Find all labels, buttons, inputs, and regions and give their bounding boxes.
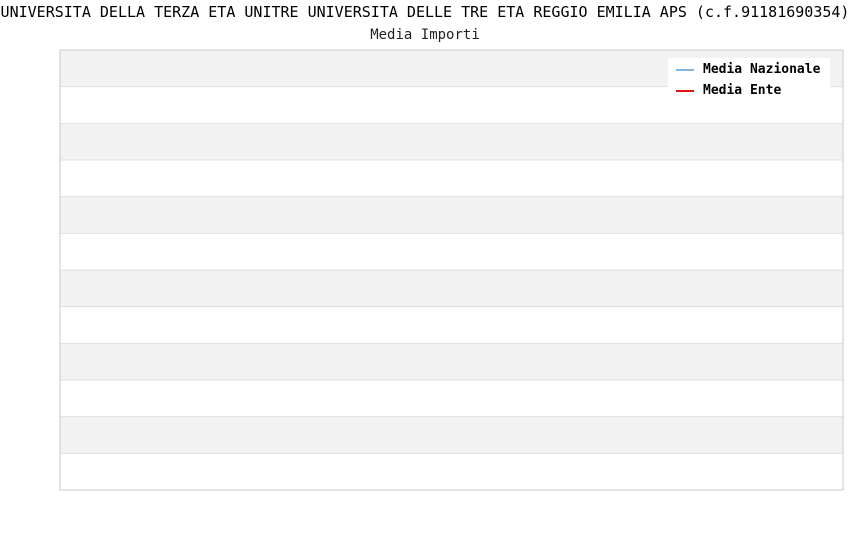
media-nazionale-line-swatch-icon — [676, 68, 694, 71]
plot-band — [60, 416, 843, 454]
legend-item-media-nazionale: Media Nazionale — [668, 60, 830, 80]
plot-band — [60, 196, 843, 234]
chart-subtitle: Media Importi — [370, 27, 480, 43]
chart-title: UNIVERSITA DELLA TERZA ETA UNITRE UNIVER… — [0, 3, 850, 21]
legend-label: Media Nazionale — [703, 62, 821, 77]
plot-band — [60, 123, 843, 160]
legend-label: Media Ente — [703, 83, 782, 98]
media-ente-line-swatch-icon — [676, 89, 694, 92]
plot-band — [60, 343, 843, 380]
plot-border — [59, 49, 844, 491]
plot-band — [60, 270, 843, 307]
legend-item-media-ente: Media Ente — [668, 81, 830, 101]
legend: Media Nazionale Media Ente — [668, 58, 830, 102]
